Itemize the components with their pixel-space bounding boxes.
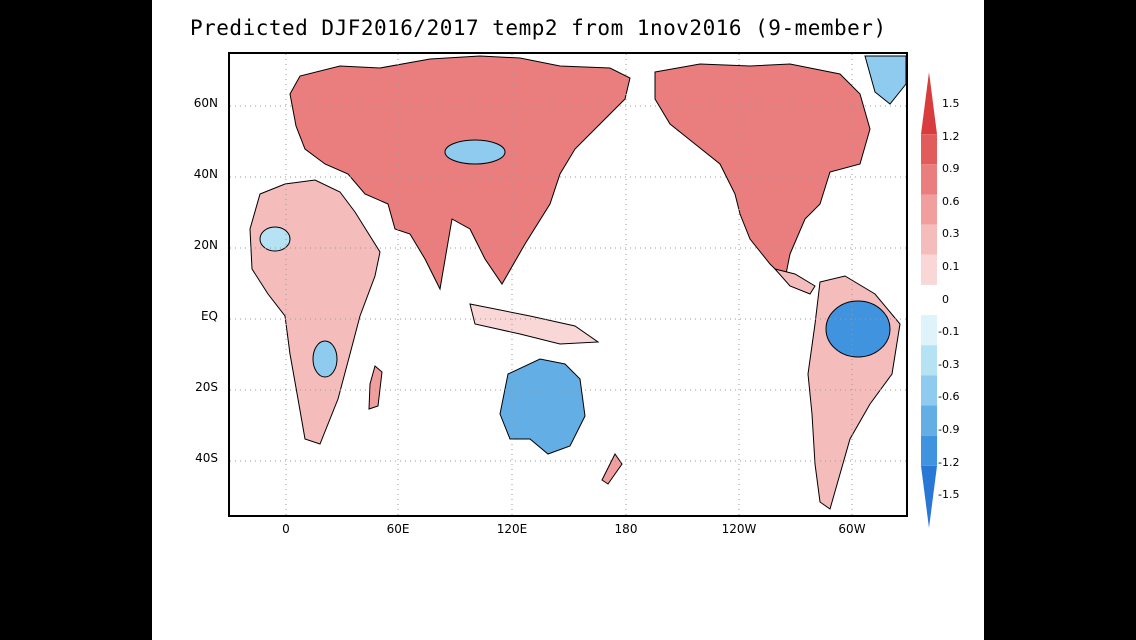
colorbar-swatch xyxy=(921,254,937,285)
africa-west-anomaly xyxy=(259,226,291,252)
colorbar-tick-label: 0.3 xyxy=(942,227,960,241)
africa xyxy=(249,179,381,445)
colorbar-tick-label: -0.9 xyxy=(938,423,960,436)
colorbar-swatch xyxy=(921,345,937,376)
world-map xyxy=(230,54,906,515)
colorbar-swatch xyxy=(921,375,937,406)
colorbar-swatch xyxy=(921,405,937,436)
lon-label-120w: 120W xyxy=(721,522,757,536)
colorbar-swatch xyxy=(921,194,937,225)
lat-label-40s: 40S xyxy=(195,451,218,465)
colorbar-tick-label: -0.1 xyxy=(938,325,960,339)
colorbar-swatch xyxy=(921,435,937,466)
lon-label-0: 0 xyxy=(282,522,290,536)
new-zealand xyxy=(601,453,623,485)
lat-label-40n: 40N xyxy=(193,167,218,181)
colorbar-tick-label: -0.3 xyxy=(938,357,960,371)
australia xyxy=(499,358,586,455)
colorbar-swatch xyxy=(921,465,937,528)
colorbar-swatch xyxy=(921,72,937,135)
madagascar xyxy=(368,365,383,410)
colorbar-swatch xyxy=(921,284,937,316)
map-title: Predicted DJF2016/2017 temp2 from 1nov20… xyxy=(190,16,887,40)
colorbar-swatch xyxy=(921,315,937,346)
colorbar-swatch xyxy=(921,224,937,255)
land-masses xyxy=(249,55,906,510)
lon-label-60e: 60E xyxy=(386,522,410,536)
colorbar-swatch xyxy=(921,134,937,165)
greenland xyxy=(864,55,906,105)
map-area xyxy=(228,52,908,517)
graticule xyxy=(230,54,906,515)
amazon-anomaly xyxy=(825,300,891,358)
indonesia xyxy=(469,303,600,345)
colorbar-tick-label: 0 xyxy=(942,292,949,306)
colorbar xyxy=(921,72,937,528)
lat-label-20n: 20N xyxy=(193,238,218,252)
africa-south-anomaly xyxy=(312,340,338,378)
colorbar-tick-label: 0.1 xyxy=(942,260,960,273)
colorbar-tick-label: -0.6 xyxy=(938,390,960,404)
lon-label-60w: 60W xyxy=(838,522,866,536)
lat-label-eq: EQ xyxy=(200,309,218,323)
mongolia-anomaly xyxy=(444,139,506,165)
north-america xyxy=(654,63,871,281)
colorbar-tick-label: 1.2 xyxy=(942,129,960,143)
colorbar-tick-label: 0.9 xyxy=(942,162,960,176)
colorbar-tick-label: -1.5 xyxy=(938,488,960,502)
lat-label-20s: 20S xyxy=(195,380,218,394)
colorbar-swatch xyxy=(921,164,937,195)
lon-label-120e: 120E xyxy=(496,522,528,536)
eurasia xyxy=(289,55,631,291)
lon-label-180: 180 xyxy=(614,522,638,536)
central-america xyxy=(773,268,816,295)
colorbar-tick-label: 1.5 xyxy=(942,97,960,110)
colorbar-tick-label: -1.2 xyxy=(938,455,960,469)
lat-label-60n: 60N xyxy=(193,96,218,110)
colorbar-tick-label: 0.6 xyxy=(942,194,960,208)
